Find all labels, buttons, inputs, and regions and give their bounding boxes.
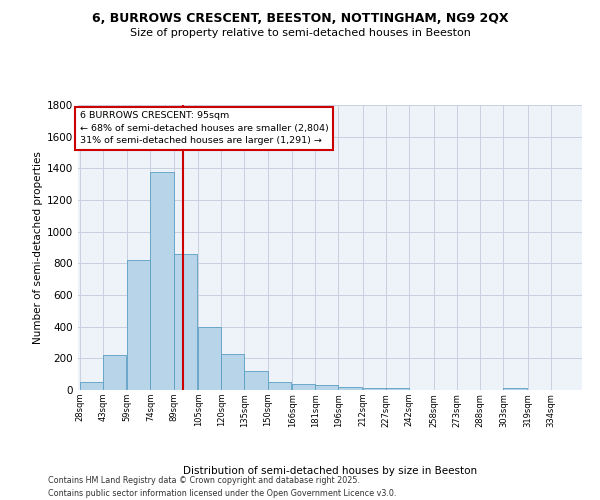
- Text: Contains HM Land Registry data © Crown copyright and database right 2025.
Contai: Contains HM Land Registry data © Crown c…: [48, 476, 397, 498]
- Bar: [503, 388, 527, 390]
- Bar: [221, 354, 244, 390]
- Bar: [268, 382, 290, 390]
- Bar: [338, 387, 362, 390]
- Bar: [316, 385, 338, 390]
- Bar: [127, 260, 151, 390]
- Text: 6 BURROWS CRESCENT: 95sqm
← 68% of semi-detached houses are smaller (2,804)
31% : 6 BURROWS CRESCENT: 95sqm ← 68% of semi-…: [80, 112, 328, 146]
- X-axis label: Distribution of semi-detached houses by size in Beeston: Distribution of semi-detached houses by …: [183, 466, 477, 475]
- Bar: [292, 384, 316, 390]
- Bar: [80, 382, 103, 390]
- Text: Size of property relative to semi-detached houses in Beeston: Size of property relative to semi-detach…: [130, 28, 470, 38]
- Bar: [244, 371, 268, 390]
- Text: 6, BURROWS CRESCENT, BEESTON, NOTTINGHAM, NG9 2QX: 6, BURROWS CRESCENT, BEESTON, NOTTINGHAM…: [92, 12, 508, 26]
- Bar: [173, 254, 197, 390]
- Bar: [386, 388, 409, 390]
- Bar: [103, 355, 126, 390]
- Bar: [198, 326, 221, 390]
- Bar: [151, 172, 173, 390]
- Bar: [363, 388, 386, 390]
- Y-axis label: Number of semi-detached properties: Number of semi-detached properties: [33, 151, 43, 344]
